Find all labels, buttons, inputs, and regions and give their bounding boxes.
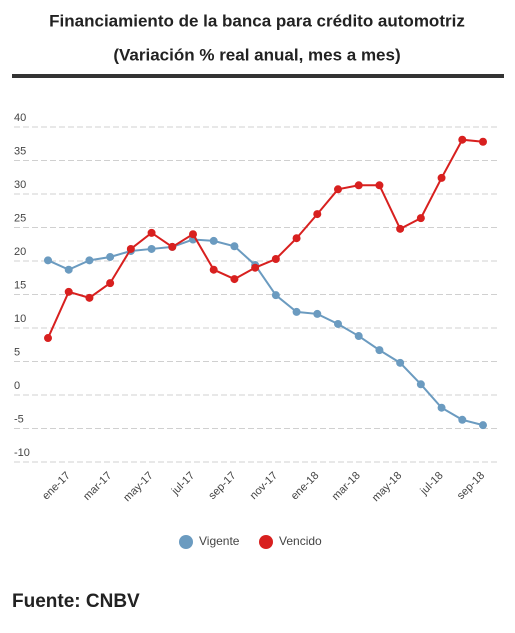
y-tick-label: 10 bbox=[14, 313, 26, 325]
x-tick-label: jul-17 bbox=[169, 470, 197, 498]
data-point bbox=[251, 263, 260, 272]
legend-marker bbox=[259, 535, 273, 549]
data-point bbox=[271, 291, 280, 300]
y-tick-label: -10 bbox=[14, 447, 30, 459]
data-point bbox=[147, 228, 156, 237]
data-point bbox=[437, 403, 446, 412]
title-rule bbox=[12, 74, 504, 78]
data-point bbox=[479, 137, 487, 146]
chart-subtitle: (Variación % real anual, mes a mes) bbox=[113, 45, 400, 64]
data-point bbox=[292, 234, 301, 243]
x-tick-label: sep-17 bbox=[206, 470, 238, 502]
series-line bbox=[47, 238, 484, 427]
y-tick-label: 35 bbox=[14, 145, 26, 157]
data-point bbox=[437, 173, 446, 182]
data-point bbox=[44, 256, 52, 265]
legend-marker bbox=[179, 535, 193, 549]
data-point bbox=[416, 214, 425, 223]
data-point bbox=[354, 181, 363, 190]
data-point bbox=[313, 210, 322, 219]
data-point bbox=[85, 256, 94, 265]
data-point bbox=[458, 415, 467, 424]
data-point bbox=[271, 254, 280, 263]
data-point bbox=[334, 319, 342, 328]
data-point bbox=[106, 279, 115, 288]
y-tick-label: 15 bbox=[14, 279, 26, 291]
y-tick-label: 30 bbox=[14, 179, 26, 191]
y-tick-label: 40 bbox=[14, 112, 26, 124]
x-tick-label: nov-17 bbox=[248, 470, 280, 502]
data-point bbox=[396, 358, 405, 367]
data-point bbox=[230, 275, 239, 284]
data-point bbox=[209, 236, 218, 245]
data-point bbox=[354, 332, 363, 341]
x-tick-label: ene-17 bbox=[40, 470, 73, 503]
data-point bbox=[126, 244, 135, 253]
y-tick-label: 0 bbox=[14, 380, 20, 392]
data-point bbox=[189, 230, 197, 239]
data-point bbox=[44, 334, 52, 343]
data-point bbox=[230, 242, 239, 251]
data-point bbox=[168, 242, 177, 251]
chart-title: Financiamiento de la banca para crédito … bbox=[49, 11, 465, 30]
x-tick-label: sep-18 bbox=[455, 470, 487, 502]
data-point bbox=[313, 309, 322, 318]
data-point bbox=[292, 307, 301, 316]
data-point bbox=[375, 181, 384, 190]
data-point bbox=[416, 380, 425, 389]
data-point bbox=[64, 287, 73, 296]
data-point bbox=[106, 252, 115, 261]
data-point bbox=[396, 224, 405, 233]
y-tick-label: -5 bbox=[14, 413, 24, 425]
x-tick-label: jul-18 bbox=[418, 470, 446, 498]
x-tick-label: may-17 bbox=[121, 470, 155, 504]
x-tick-label: mar-17 bbox=[81, 470, 114, 503]
data-point bbox=[64, 265, 73, 274]
data-point bbox=[375, 346, 384, 355]
y-tick-label: 20 bbox=[14, 246, 26, 258]
legend-label: Vencido bbox=[279, 534, 322, 548]
source: Fuente: CNBV bbox=[12, 591, 140, 612]
data-point bbox=[209, 265, 218, 274]
data-point bbox=[334, 185, 342, 194]
data-point bbox=[85, 293, 94, 302]
legend-label: Vigente bbox=[199, 534, 240, 548]
x-tick-label: may-18 bbox=[370, 470, 404, 504]
x-tick-label: ene-18 bbox=[289, 470, 322, 503]
data-point bbox=[458, 135, 467, 144]
data-point bbox=[479, 421, 487, 430]
data-point bbox=[147, 244, 156, 253]
y-tick-label: 25 bbox=[14, 212, 26, 224]
y-tick-label: 5 bbox=[14, 346, 20, 358]
x-tick-label: mar-18 bbox=[330, 470, 363, 503]
series-line bbox=[47, 138, 484, 339]
